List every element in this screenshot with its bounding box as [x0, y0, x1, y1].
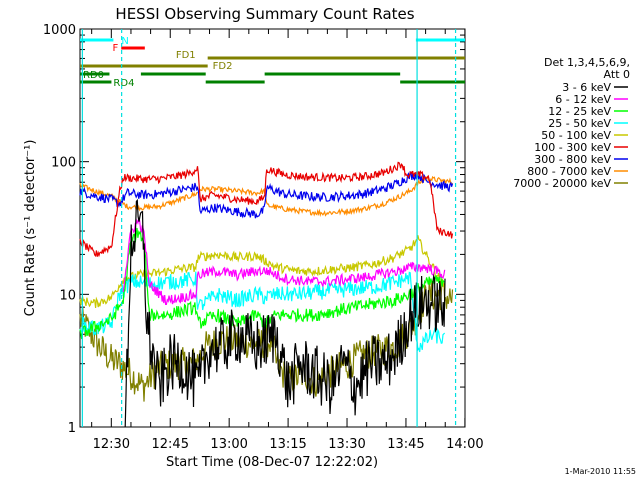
series-line-8: [79, 175, 453, 218]
axis-ticks: [80, 29, 466, 428]
y-tick-label: 100: [51, 156, 76, 171]
x-tick-label: 12:45: [152, 437, 189, 452]
legend-entry-label: 3 - 6 keV: [562, 81, 611, 94]
legend-header-detectors: Det 1,3,4,5,6,9,: [544, 56, 630, 69]
legend-entry-label: 800 - 7000 keV: [527, 165, 611, 178]
series-line-3: [79, 227, 445, 340]
legend-entry-label: 7000 - 20000 keV: [513, 177, 611, 190]
flag-label-f: F: [112, 43, 118, 54]
legend-header-attenuator: Att 0: [604, 68, 630, 81]
flag-label-rd4: RD4: [113, 78, 134, 89]
series-lines: [79, 161, 454, 428]
legend-entry-label: 12 - 25 keV: [548, 105, 611, 118]
legend-entry-label: 25 - 50 keV: [548, 117, 611, 130]
legend-entry-label: 100 - 300 keV: [534, 141, 611, 154]
x-tick-label: 14:00: [446, 437, 483, 452]
tick-labels: 1 10 100 1000 12:30 12:45 13:00 13:15 13:30 13:45…: [43, 23, 484, 452]
footer-timestamp: 1-Mar-2010 11:55: [565, 467, 636, 476]
legend-entry-label: 6 - 12 keV: [555, 93, 611, 106]
series-line-6: [79, 161, 454, 258]
flag-bars: NF FD1 FD2 RD0 RD4: [80, 36, 465, 89]
x-tick-label: 13:30: [328, 437, 365, 452]
flag-label-fd2: FD2: [213, 61, 233, 72]
series-line-4: [79, 271, 446, 353]
series-line-5: [79, 235, 446, 308]
saa-boundaries: [81, 29, 457, 427]
y-tick-label: 1: [68, 421, 76, 436]
series-line-7: [79, 170, 454, 219]
legend-entry-label: 300 - 800 keV: [534, 153, 611, 166]
x-axis-label: Start Time (08-Dec-07 12:22:02): [166, 455, 378, 470]
y-axis-label: Count Rate (s⁻¹ detector⁻¹): [23, 140, 38, 317]
flag-label-rd0: RD0: [83, 70, 104, 81]
x-tick-label: 13:00: [210, 437, 247, 452]
legend-entry-label: 50 - 100 keV: [541, 129, 611, 142]
y-tick-label: 1000: [43, 23, 76, 38]
chart-title: HESSI Observing Summary Count Rates: [115, 5, 414, 23]
x-tick-label: 12:30: [93, 437, 130, 452]
x-tick-label: 13:15: [269, 437, 306, 452]
series-line-2: [122, 217, 446, 305]
plot-frame: [79, 28, 466, 428]
flag-label-n: N: [121, 36, 128, 47]
flag-label-fd1: FD1: [176, 50, 196, 61]
x-tick-label: 13:45: [387, 437, 424, 452]
y-tick-label: 10: [59, 288, 76, 303]
series-line-1: [124, 198, 446, 428]
